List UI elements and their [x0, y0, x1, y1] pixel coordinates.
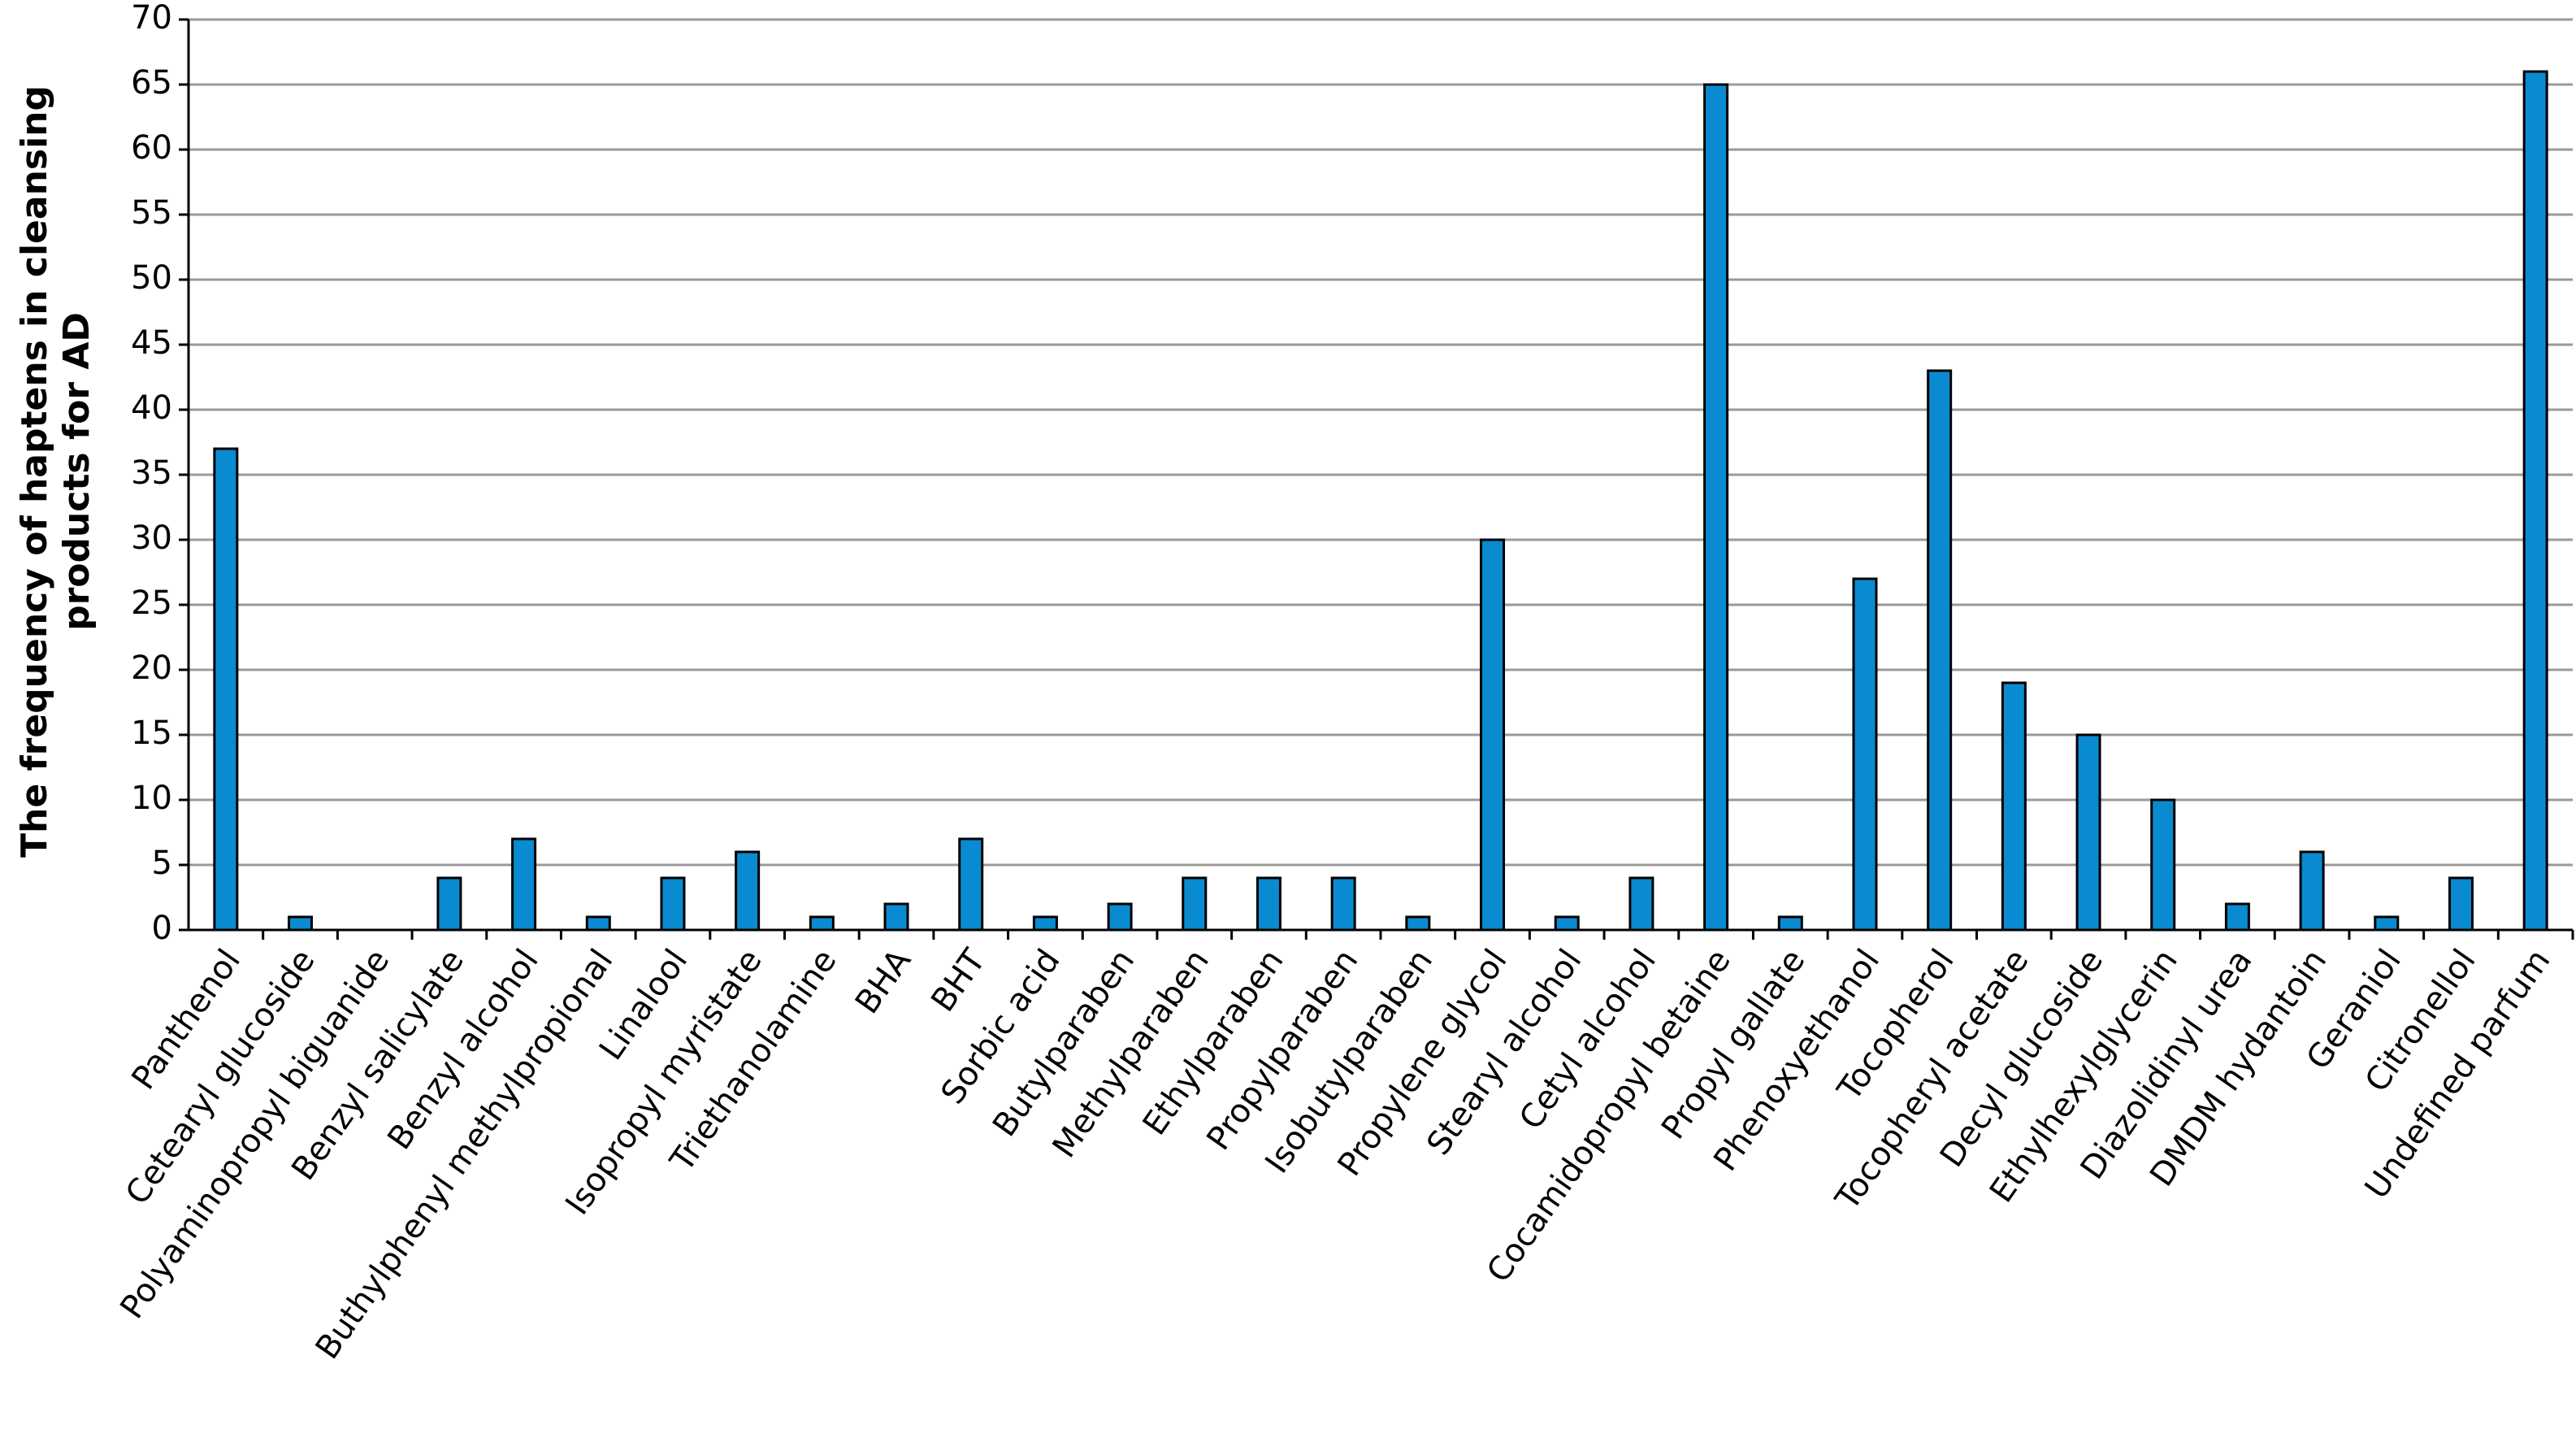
- bar: [1628, 876, 1654, 932]
- y-tick-label: 65: [131, 64, 172, 102]
- y-tick-label: 5: [152, 845, 172, 882]
- x-tick-label: BHA: [848, 942, 919, 1020]
- y-tick-label: 50: [131, 259, 172, 297]
- bar: [2299, 850, 2325, 932]
- y-tick-label: 70: [131, 0, 172, 37]
- y-tick-label: 25: [131, 584, 172, 622]
- bar: [1255, 876, 1281, 932]
- bar: [1777, 915, 1803, 932]
- y-axis-title-line: products for AD: [56, 312, 98, 631]
- bar: [2522, 70, 2548, 932]
- bar: [1182, 876, 1208, 932]
- bar: [958, 837, 984, 932]
- bar: [1703, 83, 1729, 932]
- bar: [660, 876, 686, 932]
- y-tick-label: 45: [131, 324, 172, 362]
- bar: [1927, 369, 1953, 932]
- y-tick-label: 15: [131, 715, 172, 752]
- y-tick-label: 10: [131, 780, 172, 817]
- x-tick-label: BHT: [924, 942, 993, 1019]
- bar: [2150, 798, 2176, 932]
- y-tick-label: 20: [131, 649, 172, 687]
- bar: [511, 837, 537, 932]
- bar: [883, 902, 909, 932]
- bar: [2374, 915, 2400, 932]
- bar: [1554, 915, 1580, 932]
- bar: [2224, 902, 2250, 932]
- bar: [2075, 733, 2101, 932]
- y-axis-title-line: The frequency of haptens in cleansing: [14, 85, 55, 858]
- y-tick-label: 30: [131, 519, 172, 557]
- y-tick-label: 40: [131, 389, 172, 427]
- bar: [436, 876, 462, 932]
- bar: [213, 447, 239, 932]
- bar: [1852, 577, 1878, 932]
- bar: [1330, 876, 1356, 932]
- bar: [2448, 876, 2474, 932]
- bar: [735, 850, 761, 932]
- bar: [1107, 902, 1133, 932]
- y-tick-label: 55: [131, 194, 172, 232]
- bar: [1032, 915, 1058, 932]
- bar: [1480, 538, 1506, 932]
- bar: [1405, 915, 1431, 932]
- y-tick-label: 0: [152, 910, 172, 947]
- y-axis-title: The frequency of haptens in cleansing pr…: [14, 85, 98, 858]
- bar: [809, 915, 835, 932]
- bar: [288, 915, 314, 932]
- bar: [2001, 681, 2027, 932]
- y-tick-label: 60: [131, 129, 172, 167]
- y-tick-label: 35: [131, 454, 172, 492]
- bar: [585, 915, 611, 932]
